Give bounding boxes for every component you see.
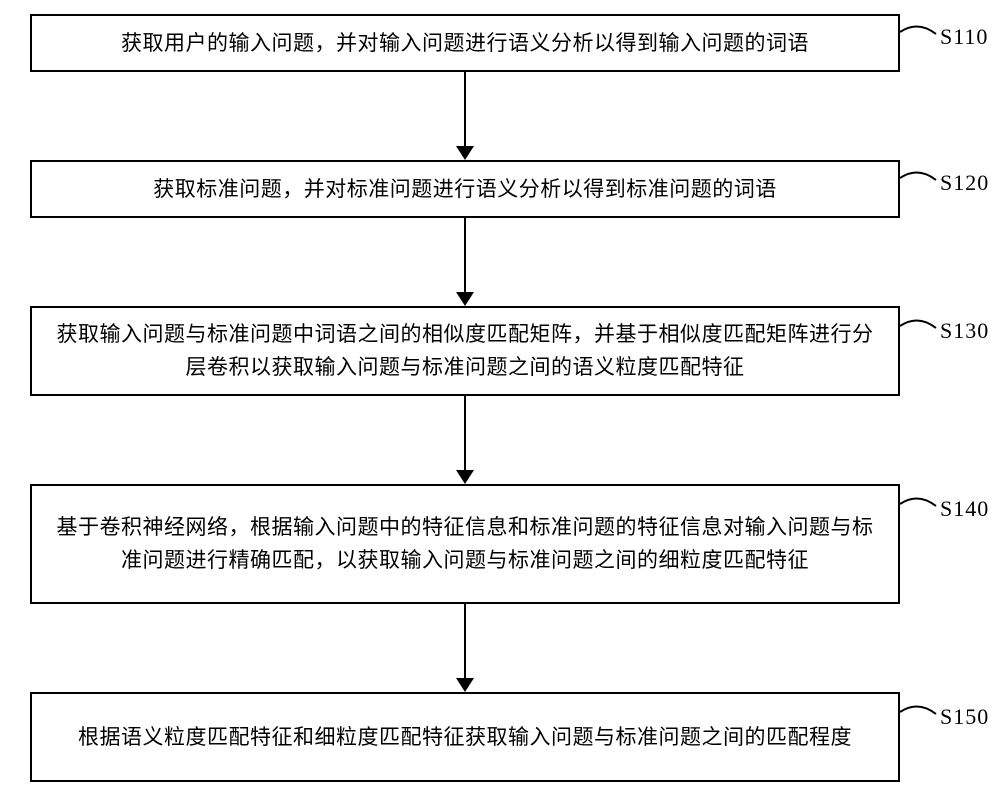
flow-arrow: [0, 0, 1000, 791]
